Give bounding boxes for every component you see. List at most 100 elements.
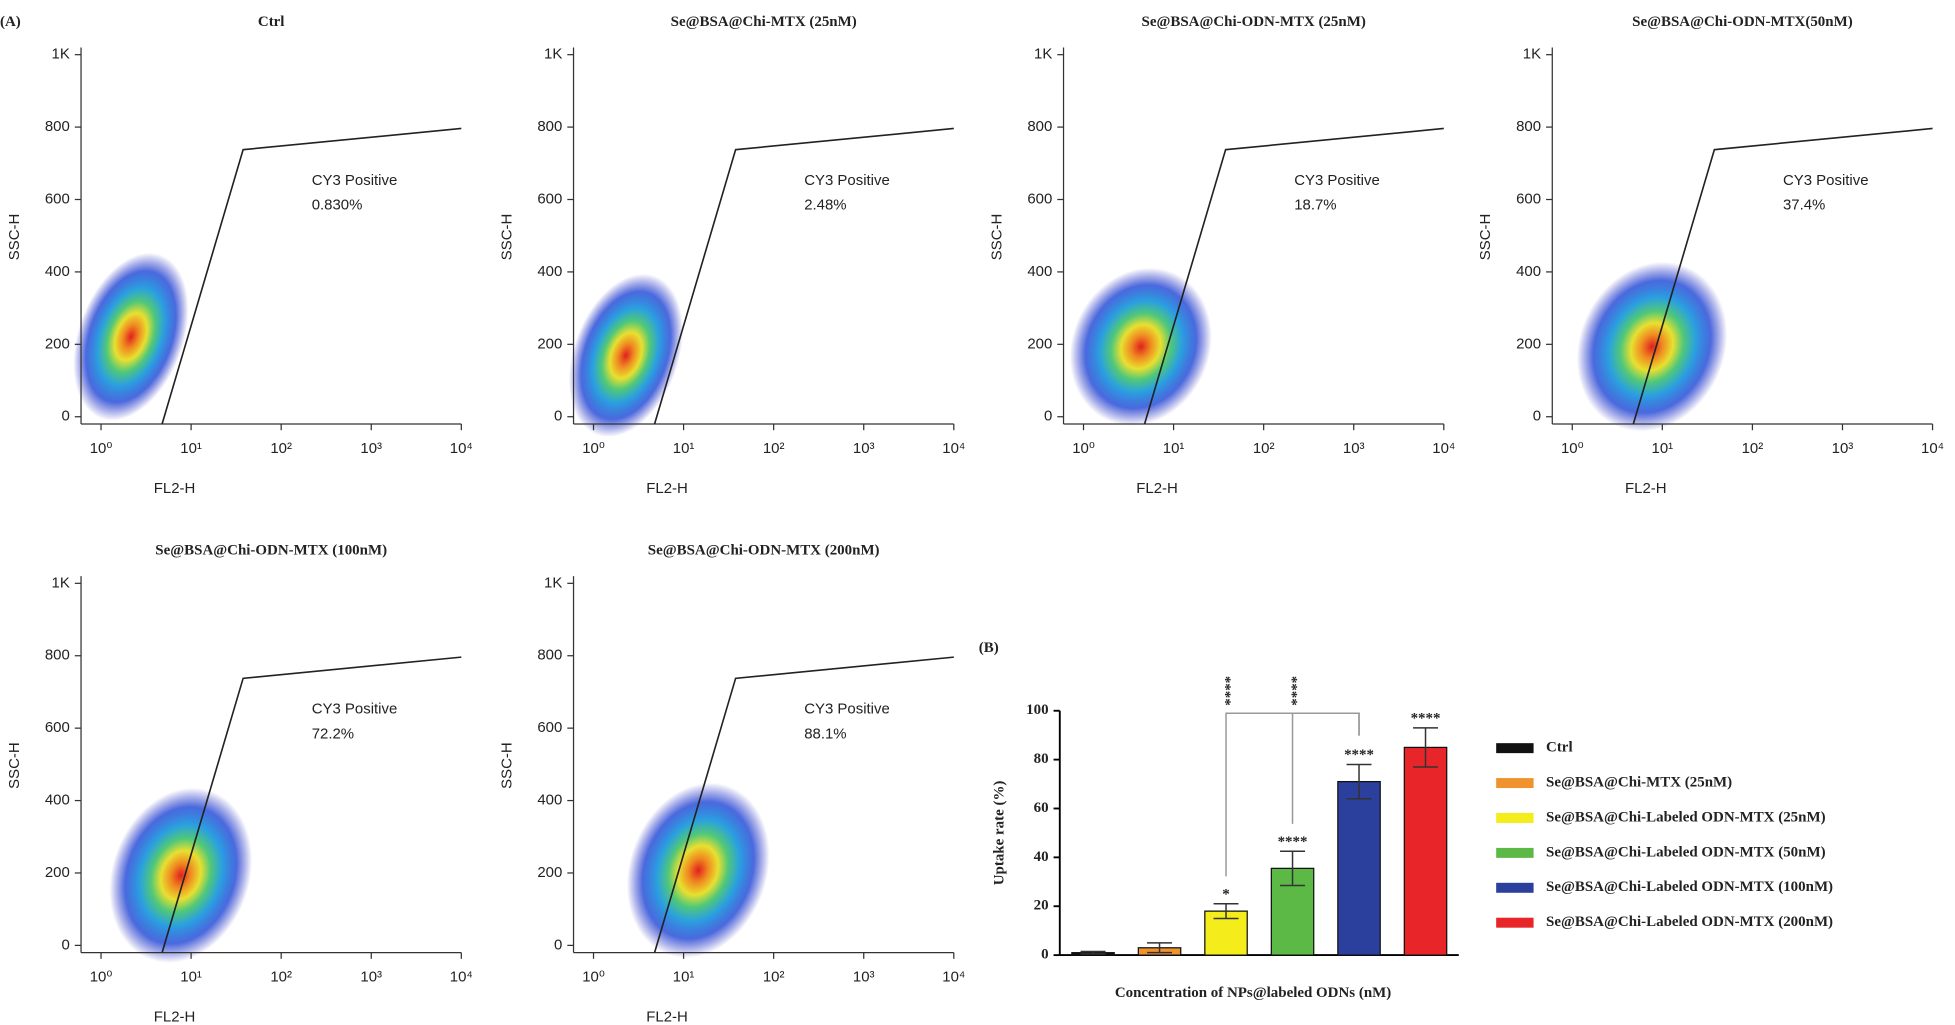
x-tick-label: 10⁰ (582, 440, 605, 457)
x-tick-label: 10⁴ (450, 969, 473, 986)
y-tick-label: 40 (1034, 849, 1049, 865)
density-cloud (109, 787, 253, 963)
error-bar (1147, 942, 1173, 954)
y-tick-label: 0 (61, 936, 69, 953)
y-tick-label: 0 (1041, 947, 1048, 963)
y-tick-label: 400 (45, 792, 70, 809)
comparison-bracket (1291, 712, 1360, 824)
gate-annotation: 37.4% (1783, 197, 1825, 214)
error-bar (1413, 727, 1438, 768)
y-tick-label: 600 (537, 719, 562, 736)
y-tick-label: 1K (1523, 46, 1541, 63)
x-tick-label: 10⁰ (1072, 440, 1095, 457)
gate-annotation: CY3 Positive (1783, 172, 1869, 189)
x-tick-label: 10³ (1832, 440, 1854, 457)
y-tick-label: 20 (1034, 898, 1049, 914)
significance: **** (1411, 711, 1441, 727)
density-cloud (73, 252, 189, 421)
x-tick-label: 10² (1253, 440, 1275, 457)
density-cloud (1069, 267, 1212, 426)
y-axis-label: SSC-H (1477, 214, 1494, 261)
y-tick-label: 1K (52, 46, 70, 63)
gate-annotation: 18.7% (1294, 197, 1336, 214)
y-tick-label: 60 (1034, 800, 1049, 816)
error-bar (1080, 950, 1106, 955)
x-tick-label: 10⁴ (1921, 440, 1944, 457)
x-tick-label: 10¹ (673, 969, 695, 986)
y-tick-label: 800 (45, 118, 70, 135)
x-axis-label: FL2-H (1625, 480, 1667, 497)
error-bar (1346, 763, 1372, 800)
x-tick-label: 10³ (853, 969, 875, 986)
legend-label: Ctrl (1546, 740, 1573, 756)
y-tick-label: 1K (544, 574, 562, 591)
y-tick-label: 600 (45, 190, 70, 207)
comparison-label: **** (1222, 676, 1238, 706)
significance: **** (1344, 747, 1374, 763)
y-tick-label: 1K (52, 574, 70, 591)
gate-annotation: 0.830% (312, 197, 363, 214)
x-tick-label: 10³ (853, 440, 875, 457)
x-tick-label: 10² (763, 969, 785, 986)
y-axis-label: SSC-H (498, 214, 515, 261)
y-tick-label: 800 (45, 647, 70, 664)
x-tick-label: 10⁰ (1561, 440, 1584, 457)
y-tick-label: 800 (537, 118, 562, 135)
legend-label: Se@BSA@Chi-MTX (25nM) (1546, 774, 1732, 790)
legend-swatch (1496, 882, 1534, 893)
gate (1632, 127, 1933, 425)
y-tick-label: 200 (537, 864, 562, 881)
x-tick-label: 10³ (360, 969, 382, 986)
y-tick-label: 600 (1516, 190, 1541, 207)
x-tick-label: 10⁰ (582, 969, 605, 986)
y-tick-label: 0 (1533, 408, 1541, 425)
gate-annotation: 72.2% (312, 725, 354, 742)
y-tick-label: 800 (1516, 118, 1541, 135)
y-axis-label: SSC-H (988, 214, 1005, 261)
y-axis-label: SSC-H (6, 214, 23, 261)
y-tick-label: 800 (537, 647, 562, 664)
x-axis-label: FL2-H (1136, 480, 1178, 497)
x-tick-label: 10⁴ (942, 969, 965, 986)
x-tick-label: 10⁰ (90, 440, 113, 457)
x-tick-label: 10¹ (1163, 440, 1185, 457)
x-axis-label: Concentration of NPs@labeled ODNs (nM) (1115, 985, 1391, 1001)
error-bar (1213, 903, 1239, 920)
y-tick-label: 400 (1027, 263, 1052, 280)
y-tick-label: 600 (537, 190, 562, 207)
gate-annotation: CY3 Positive (312, 172, 398, 189)
density-cloud (568, 273, 684, 438)
x-tick-label: 10⁰ (90, 969, 113, 986)
x-tick-label: 10² (270, 969, 292, 986)
plot-title: Se@BSA@Chi-ODN-MTX(50nM) (1632, 14, 1853, 30)
x-tick-label: 10¹ (180, 969, 202, 986)
legend-label: Se@BSA@Chi-Labeled ODN-MTX (25nM) (1546, 809, 1826, 825)
gate (653, 127, 954, 425)
gate (1143, 127, 1444, 425)
y-tick-label: 0 (1044, 408, 1052, 425)
significance: **** (1278, 834, 1308, 850)
y-tick-label: 200 (537, 335, 562, 352)
x-tick-label: 10¹ (180, 440, 202, 457)
y-tick-label: 0 (554, 936, 562, 953)
gate (161, 656, 462, 953)
x-axis-label: FL2-H (646, 1008, 688, 1025)
y-tick-label: 800 (1027, 118, 1052, 135)
gate-annotation: CY3 Positive (804, 700, 890, 717)
plot-title: Se@BSA@Chi-MTX (25nM) (671, 14, 857, 30)
gate-annotation: 88.1% (804, 725, 846, 742)
y-tick-label: 600 (1027, 190, 1052, 207)
density-cloud (626, 782, 770, 958)
x-tick-label: 10² (270, 440, 292, 457)
x-tick-label: 10⁴ (942, 440, 965, 457)
panel-label: (A) (0, 14, 21, 30)
gate (161, 127, 462, 425)
y-tick-label: 100 (1026, 702, 1048, 718)
gate-annotation: CY3 Positive (312, 700, 398, 717)
y-tick-label: 1K (1034, 46, 1052, 63)
y-tick-label: 200 (1516, 335, 1541, 352)
y-axis-label: SSC-H (498, 742, 515, 789)
x-tick-label: 10³ (1343, 440, 1365, 457)
plot-title: Se@BSA@Chi-ODN-MTX (100nM) (155, 543, 387, 559)
